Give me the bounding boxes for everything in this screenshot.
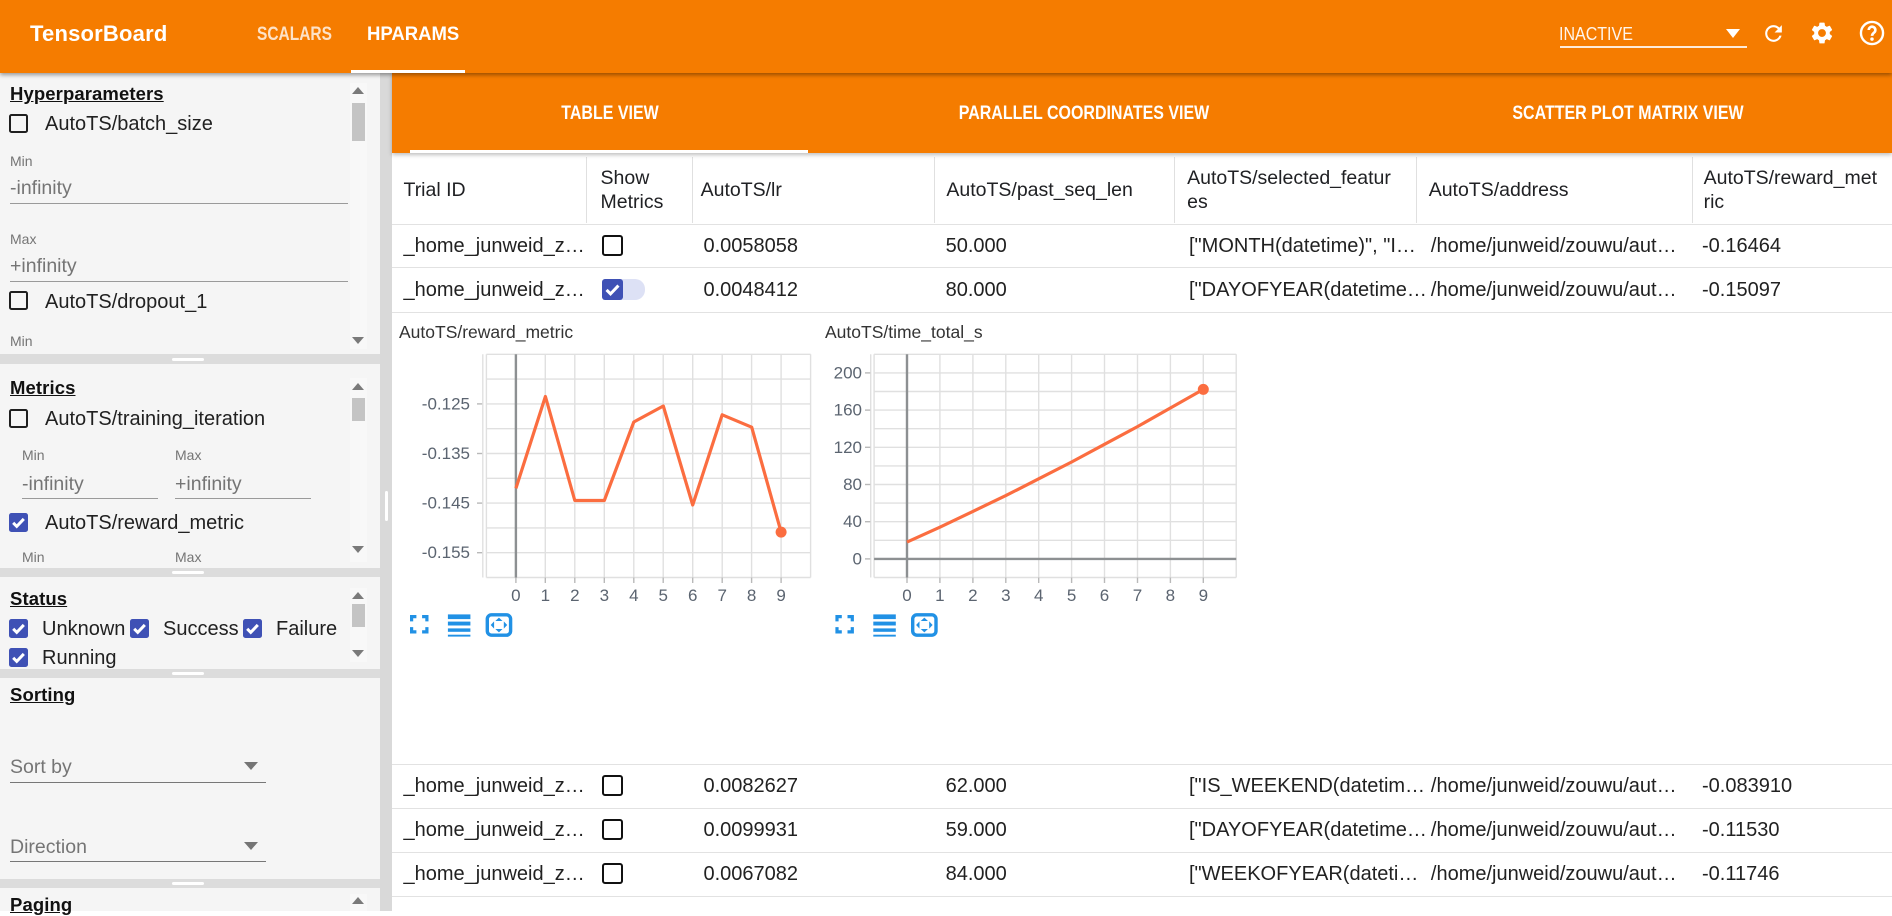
svg-text:0: 0	[511, 586, 520, 605]
svg-text:-0.145: -0.145	[422, 494, 470, 513]
svg-text:7: 7	[1133, 586, 1142, 605]
svg-text:5: 5	[1067, 586, 1076, 605]
svg-text:-0.125: -0.125	[422, 394, 470, 413]
svg-text:5: 5	[658, 586, 667, 605]
svg-text:160: 160	[834, 401, 862, 420]
svg-text:0: 0	[853, 549, 862, 568]
svg-text:2: 2	[570, 586, 579, 605]
svg-text:40: 40	[843, 512, 862, 531]
svg-text:9: 9	[776, 586, 785, 605]
svg-text:-0.155: -0.155	[422, 543, 470, 562]
svg-text:7: 7	[717, 586, 726, 605]
svg-text:1: 1	[541, 586, 550, 605]
svg-text:8: 8	[1166, 586, 1175, 605]
svg-text:4: 4	[629, 586, 638, 605]
svg-text:8: 8	[747, 586, 756, 605]
svg-text:3: 3	[1001, 586, 1010, 605]
svg-text:120: 120	[834, 438, 862, 457]
svg-text:-0.135: -0.135	[422, 444, 470, 463]
svg-text:0: 0	[902, 586, 911, 605]
svg-text:4: 4	[1034, 586, 1043, 605]
svg-text:1: 1	[935, 586, 944, 605]
svg-text:6: 6	[1100, 586, 1109, 605]
svg-text:9: 9	[1199, 586, 1208, 605]
svg-text:80: 80	[843, 475, 862, 494]
svg-text:2: 2	[968, 586, 977, 605]
svg-text:200: 200	[834, 363, 862, 382]
svg-text:6: 6	[688, 586, 697, 605]
svg-text:3: 3	[600, 586, 609, 605]
